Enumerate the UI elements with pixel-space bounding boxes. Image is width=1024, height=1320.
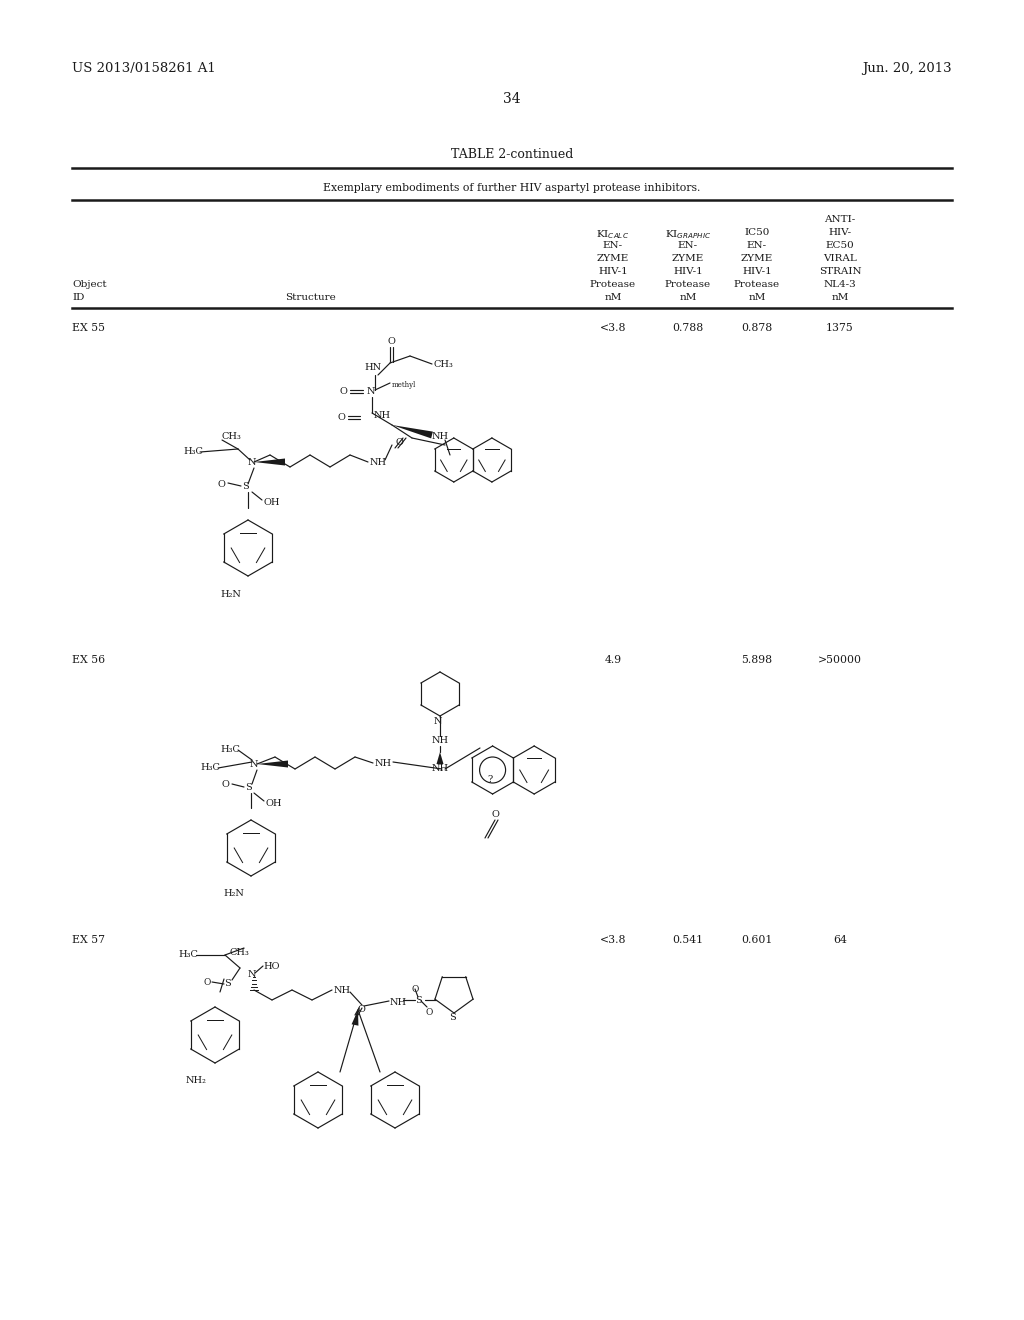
- Text: STRAIN: STRAIN: [818, 267, 861, 276]
- Text: HIV-1: HIV-1: [598, 267, 628, 276]
- Text: S: S: [415, 997, 422, 1005]
- Polygon shape: [254, 458, 285, 466]
- Text: 0.788: 0.788: [673, 323, 703, 333]
- Text: 34: 34: [503, 92, 521, 106]
- Text: OH: OH: [265, 799, 282, 808]
- Text: EX 55: EX 55: [72, 323, 105, 333]
- Text: HIV-: HIV-: [828, 228, 852, 238]
- Text: ID: ID: [72, 293, 84, 302]
- Text: Protease: Protease: [590, 280, 636, 289]
- Text: >50000: >50000: [818, 655, 862, 665]
- Polygon shape: [257, 760, 288, 767]
- Text: 64: 64: [834, 935, 847, 945]
- Text: S: S: [245, 783, 252, 792]
- Text: Structure: Structure: [285, 293, 336, 302]
- Text: NH: NH: [334, 986, 351, 995]
- Text: nM: nM: [679, 293, 696, 302]
- Text: US 2013/0158261 A1: US 2013/0158261 A1: [72, 62, 216, 75]
- Text: Exemplary embodiments of further HIV aspartyl protease inhibitors.: Exemplary embodiments of further HIV asp…: [324, 183, 700, 193]
- Text: H₃C: H₃C: [200, 763, 220, 772]
- Text: N: N: [248, 458, 256, 467]
- Text: Jun. 20, 2013: Jun. 20, 2013: [862, 62, 952, 75]
- Text: IC50: IC50: [744, 228, 770, 238]
- Polygon shape: [392, 425, 433, 438]
- Text: ZYME: ZYME: [672, 253, 705, 263]
- Text: KI$_{\mathit{CALC}}$: KI$_{\mathit{CALC}}$: [596, 228, 630, 240]
- Text: ZYME: ZYME: [597, 253, 629, 263]
- Text: H₂N: H₂N: [223, 888, 244, 898]
- Text: NH: NH: [375, 759, 392, 768]
- Text: HIV-1: HIV-1: [742, 267, 772, 276]
- Text: NH: NH: [370, 458, 387, 467]
- Text: O: O: [218, 480, 226, 488]
- Text: NH₂: NH₂: [186, 1076, 207, 1085]
- Text: O: O: [388, 337, 396, 346]
- Text: nM: nM: [749, 293, 766, 302]
- Text: N: N: [250, 760, 258, 770]
- Text: Protease: Protease: [665, 280, 711, 289]
- Text: NH: NH: [374, 411, 391, 420]
- Text: methyl: methyl: [392, 381, 416, 389]
- Polygon shape: [436, 752, 443, 764]
- Text: 0.878: 0.878: [741, 323, 773, 333]
- Text: nM: nM: [831, 293, 849, 302]
- Text: CH₃: CH₃: [433, 360, 453, 370]
- Text: S: S: [224, 979, 230, 987]
- Text: O: O: [340, 387, 348, 396]
- Text: NH: NH: [432, 737, 450, 744]
- Text: H₃C: H₃C: [220, 744, 240, 754]
- Text: nM: nM: [604, 293, 622, 302]
- Text: Protease: Protease: [734, 280, 780, 289]
- Text: KI$_{\mathit{GRAPHIC}}$: KI$_{\mathit{GRAPHIC}}$: [665, 228, 712, 240]
- Text: EN-: EN-: [603, 242, 623, 249]
- Text: NH: NH: [390, 998, 408, 1007]
- Text: EN-: EN-: [746, 242, 767, 249]
- Text: O: O: [425, 1008, 432, 1016]
- Text: HO: HO: [263, 962, 280, 972]
- Text: O: O: [204, 978, 211, 987]
- Text: 0.541: 0.541: [673, 935, 703, 945]
- Text: O: O: [492, 810, 500, 818]
- Text: TABLE 2-continued: TABLE 2-continued: [451, 148, 573, 161]
- Text: 5.898: 5.898: [741, 655, 772, 665]
- Text: ZYME: ZYME: [741, 253, 773, 263]
- Text: N: N: [434, 717, 442, 726]
- Text: 4.9: 4.9: [604, 655, 622, 665]
- Text: EX 57: EX 57: [72, 935, 105, 945]
- Text: H₂N: H₂N: [220, 590, 241, 599]
- Text: O: O: [338, 413, 346, 422]
- Text: HN: HN: [364, 363, 381, 372]
- Text: <3.8: <3.8: [600, 323, 627, 333]
- Text: 0.601: 0.601: [741, 935, 773, 945]
- Text: OH: OH: [263, 498, 280, 507]
- Text: CH₃: CH₃: [230, 948, 250, 957]
- Text: N: N: [367, 387, 376, 396]
- Text: O: O: [396, 438, 403, 447]
- Text: O: O: [222, 780, 229, 789]
- Text: EX 56: EX 56: [72, 655, 105, 665]
- Text: ?: ?: [487, 775, 493, 784]
- Text: NL4-3: NL4-3: [823, 280, 856, 289]
- Text: Object: Object: [72, 280, 106, 289]
- Text: H₃C: H₃C: [178, 950, 198, 960]
- Text: H₃C: H₃C: [183, 447, 203, 455]
- Text: 1375: 1375: [826, 323, 854, 333]
- Text: O: O: [412, 985, 420, 994]
- Text: S: S: [242, 482, 249, 491]
- Text: CH₃: CH₃: [222, 432, 242, 441]
- Text: EC50: EC50: [825, 242, 854, 249]
- Text: EN-: EN-: [678, 242, 698, 249]
- Text: NH: NH: [432, 764, 450, 774]
- Polygon shape: [351, 1010, 358, 1026]
- Text: VIRAL: VIRAL: [823, 253, 857, 263]
- Text: ANTI-: ANTI-: [824, 215, 856, 224]
- Text: N: N: [248, 970, 256, 979]
- Text: O: O: [358, 1005, 366, 1014]
- Text: HIV-1: HIV-1: [673, 267, 702, 276]
- Text: S: S: [449, 1012, 456, 1022]
- Text: <3.8: <3.8: [600, 935, 627, 945]
- Text: NH: NH: [432, 432, 450, 441]
